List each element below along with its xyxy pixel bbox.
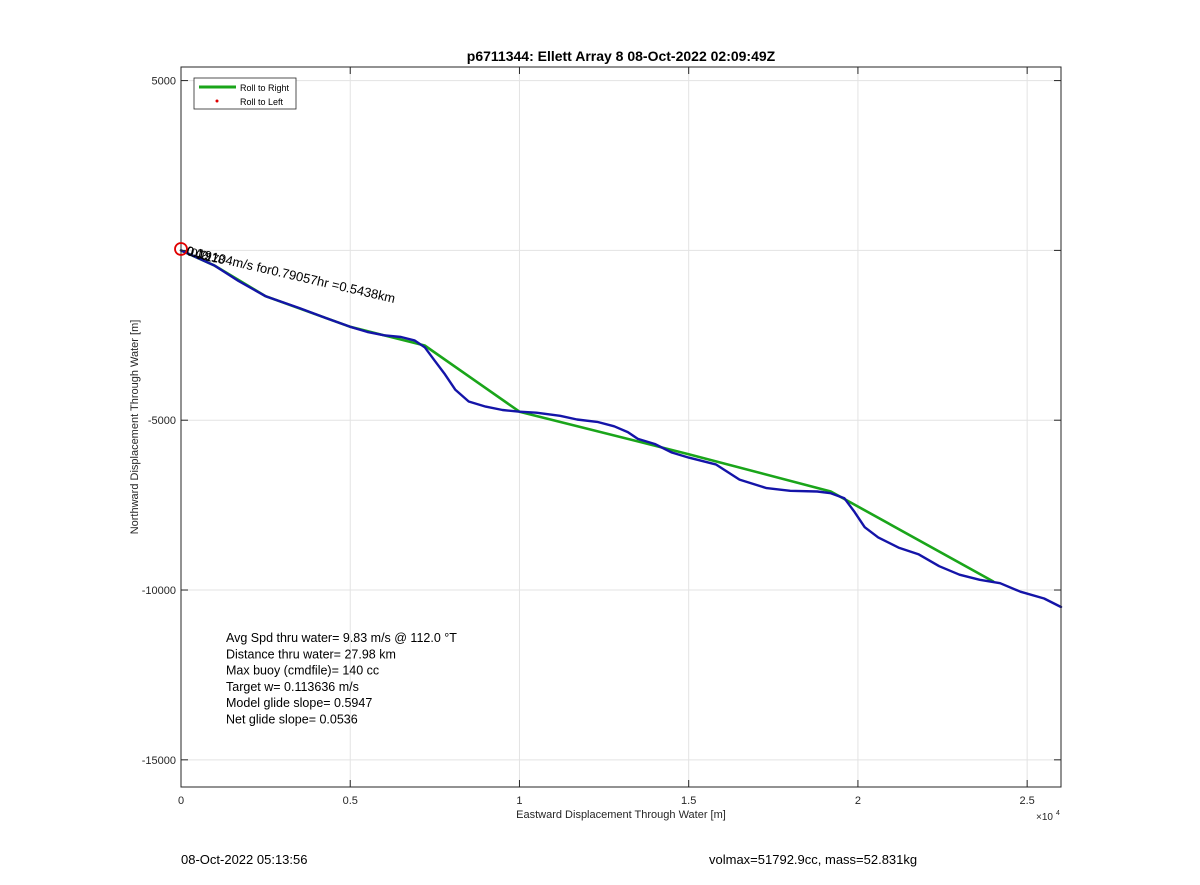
svg-text:0.1: 0.1 bbox=[185, 243, 205, 260]
stats-annotation: Avg Spd thru water= 9.83 m/s @ 112.0 °T D… bbox=[226, 631, 457, 727]
x-exponent-power: 4 bbox=[1056, 810, 1060, 817]
x-tick-label: 0 bbox=[178, 795, 184, 807]
legend: Roll to Right Roll to Left bbox=[193, 77, 297, 110]
footer-timestamp: 08-Oct-2022 05:13:56 bbox=[181, 852, 308, 867]
plot-area bbox=[181, 67, 1061, 787]
start-label-clutter: 0.1 0.2 0.17 0.18 bbox=[185, 243, 226, 267]
start-position-marker bbox=[174, 242, 188, 256]
svg-text:0.17: 0.17 bbox=[194, 247, 220, 266]
series-line-track bbox=[179, 249, 1063, 609]
x-exponent-base: ×10 bbox=[1036, 812, 1053, 823]
x-tick-label: 0.5 bbox=[343, 795, 358, 807]
stats-line: Max buoy (cmdfile)= 140 cc bbox=[226, 664, 379, 678]
x-tick-label: 1.5 bbox=[681, 795, 696, 807]
x-tick-label: 1 bbox=[516, 795, 522, 807]
x-exponent: ×10 4 bbox=[1036, 810, 1060, 823]
chart-title: p6711344: Ellett Array 8 08-Oct-2022 02:… bbox=[467, 48, 776, 64]
plot-frame bbox=[180, 66, 1062, 788]
footer-buoyancy-info: volmax=51792.9cc, mass=52.831kg bbox=[709, 852, 918, 867]
stats-line: Net glide slope= 0.0536 bbox=[226, 713, 358, 727]
y-axis-label: Northward Displacement Through Water [m] bbox=[129, 320, 141, 535]
legend-box bbox=[193, 77, 297, 110]
svg-text:0.18: 0.18 bbox=[200, 248, 226, 267]
y-tick-label: -10000 bbox=[142, 585, 176, 597]
y-tick-label: -5000 bbox=[148, 415, 176, 427]
axis-ticks: 0 0.5 1 1.5 2 2.5 5000 -5000 -10000 -15000 bbox=[142, 67, 1061, 807]
x-axis-label: Eastward Displacement Through Water [m] bbox=[516, 809, 726, 821]
x-tick-label: 2 bbox=[855, 795, 861, 807]
start-marker: 0.1 0.2 0.17 0.18 bbox=[174, 242, 227, 267]
stats-line: Target w= 0.113636 m/s bbox=[226, 680, 359, 694]
svg-text:0.2: 0.2 bbox=[189, 245, 209, 262]
legend-label-roll-left: Roll to Left bbox=[240, 97, 284, 107]
stats-line: Avg Spd thru water= 9.83 m/s @ 112.0 °T bbox=[226, 631, 457, 645]
y-tick-label: -15000 bbox=[142, 755, 176, 767]
y-tick-label: 5000 bbox=[152, 76, 176, 88]
x-tick-label: 2.5 bbox=[1020, 795, 1035, 807]
stats-line: Distance thru water= 27.98 km bbox=[226, 647, 396, 661]
legend-label-roll-right: Roll to Right bbox=[240, 83, 290, 93]
grid-lines bbox=[180, 67, 1061, 787]
stats-line: Model glide slope= 0.5947 bbox=[226, 696, 372, 710]
legend-swatch-roll-left bbox=[215, 99, 219, 103]
series-layer bbox=[179, 249, 1063, 609]
